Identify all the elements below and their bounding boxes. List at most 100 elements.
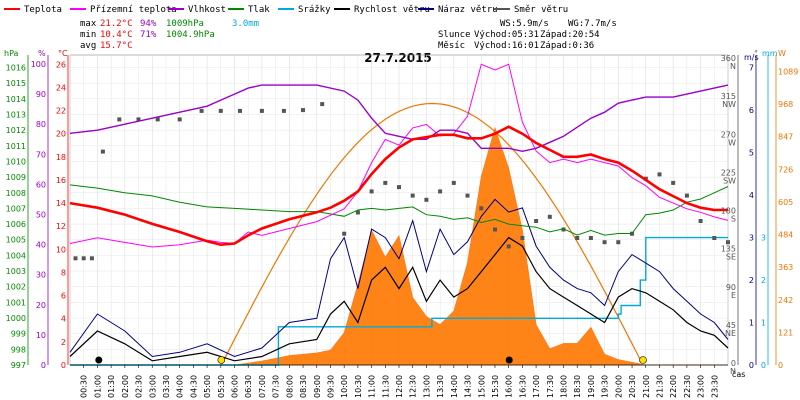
pressure-axis-tick: 1000 <box>6 314 26 323</box>
wind-direction-point <box>259 108 264 113</box>
humidity-axis-tick: 70 <box>36 150 46 159</box>
humidity-axis-tick: 30 <box>36 271 46 280</box>
avg-label: avg <box>80 41 96 51</box>
wind-direction-point <box>712 236 717 240</box>
wind-direction-point <box>177 117 182 122</box>
sun-elevation-curve <box>220 102 642 366</box>
wind-direction-point <box>100 149 105 154</box>
series-wind-gust <box>69 198 729 358</box>
legend-label-3: Tlak <box>248 5 270 15</box>
wind-direction-point <box>726 240 730 245</box>
wind-direction-point <box>534 219 539 223</box>
rain-axis-tick: 2 <box>761 276 766 285</box>
moonrise-marker <box>505 356 513 364</box>
pressure-axis-tick: 1015 <box>6 79 26 88</box>
wind-axis-tick: 6 <box>749 106 754 115</box>
wind-direction-point <box>684 193 689 198</box>
humidity-axis-tick: 80 <box>36 120 46 129</box>
wind-direction-point <box>616 240 621 245</box>
pressure-axis-tick: 998 <box>11 345 26 354</box>
pressure-axis-tick: 1013 <box>6 110 26 119</box>
direction-axis-tick: 135 <box>721 245 736 254</box>
sunset-marker <box>639 356 647 364</box>
avg-temp: 15.7°C <box>100 41 133 51</box>
pressure-axis-tick: 1016 <box>6 64 26 73</box>
wind-axis-tick: 3 <box>749 234 754 243</box>
legend-label-7: Směr větru <box>514 5 568 15</box>
wind-axis-tick: 2 <box>749 276 754 285</box>
time-tick-label: 16:00 <box>505 375 514 398</box>
unit-headers: hPa % °C ° m/s mm W čas <box>4 49 786 379</box>
series-rain <box>70 236 728 366</box>
pressure-axis-tick: 1006 <box>6 220 26 229</box>
direction-axis-tick: 0 <box>731 359 736 368</box>
solar-axis-tick: 726 <box>778 165 793 174</box>
solar-axis-tick: 0 <box>778 361 783 370</box>
wind-direction-point <box>575 236 580 240</box>
wind-direction-point <box>136 117 141 122</box>
temperature-axis-tick: 24 <box>56 83 66 92</box>
legend: Teplota Přízemní teplota Vlhkost Tlak Srážky… <box>4 5 568 15</box>
time-tick-label: 05:30 <box>217 375 226 398</box>
temperature-axis-tick: 18 <box>56 153 66 162</box>
solar-axis-tick: 121 <box>778 328 793 337</box>
sunrise: Východ:05:31 <box>474 30 539 40</box>
time-tick-label: 23:30 <box>710 375 719 398</box>
time-tick-label: 23:00 <box>697 375 706 398</box>
time-tick-label: 16:30 <box>518 375 527 398</box>
time-tick-label: 09:00 <box>313 375 322 398</box>
wind-direction-point <box>281 108 286 113</box>
wind-axis-tick: 1 <box>749 319 754 328</box>
wind-direction-point <box>218 108 223 113</box>
temperature-axis-tick: 20 <box>56 130 66 139</box>
min-hum: 71% <box>140 30 157 40</box>
legend-label-1: Přízemní teplota <box>90 5 177 15</box>
legend-label-6: Náraz větru <box>438 5 498 15</box>
wind-direction-point <box>438 189 443 194</box>
time-tick-label: 20:30 <box>628 375 637 398</box>
time-tick-label: 11:00 <box>368 375 377 398</box>
wind-direction-point <box>451 180 456 185</box>
time-tick-label: 02:00 <box>121 375 130 398</box>
unit-w: W <box>778 49 786 58</box>
wind-direction-point <box>547 214 552 219</box>
max-hum: 94% <box>140 19 157 29</box>
wind-direction-point <box>238 108 242 113</box>
solar-axis-tick: 242 <box>778 296 793 305</box>
pressure-axis-tick: 1012 <box>6 126 26 135</box>
time-tick-label: 08:00 <box>285 375 294 398</box>
solar-area <box>70 126 728 366</box>
direction-axis-tick: 180 <box>721 207 736 216</box>
solar-axis-tick: 847 <box>778 133 793 142</box>
chart-title: 27.7.2015 <box>364 51 432 65</box>
unit-hpa: hPa <box>4 49 19 58</box>
direction-axis-tick: 45 <box>726 321 736 330</box>
pressure-axis-tick: 1004 <box>6 251 26 260</box>
wind-direction-point <box>561 227 566 232</box>
wind-direction-point <box>383 180 388 185</box>
series-temperature <box>69 125 728 247</box>
wind-direction-point <box>410 193 415 198</box>
sun-label: Slunce <box>438 30 471 40</box>
temperature-axis-tick: 14 <box>56 199 66 208</box>
direction-axis-tick: 360 <box>721 54 736 63</box>
wind-info-block: WS:5.9m/s WG:7.7m/s Slunce Východ:05:31 … <box>438 19 617 51</box>
time-tick-label: 01:00 <box>93 375 102 398</box>
time-tick-label: 04:00 <box>176 375 185 398</box>
direction-axis-label: W <box>728 138 736 147</box>
temperature-axis-tick: 0 <box>61 361 66 370</box>
stats-block: max 21.2°C 94% 1009hPa 3.0mm min 10.4°C … <box>80 19 259 51</box>
time-tick-label: 12:30 <box>409 375 418 398</box>
humidity-axis-tick: 90 <box>36 90 46 99</box>
legend-label-0: Teplota <box>24 5 62 15</box>
temperature-axis-tick: 8 <box>61 268 66 277</box>
direction-axis-label: N <box>730 367 736 376</box>
wind-direction-point <box>397 185 401 190</box>
moon-label: Měsíc <box>438 41 465 51</box>
unit-mms: m/s <box>744 53 759 62</box>
time-tick-label: 09:30 <box>326 375 335 398</box>
series-pressure <box>69 184 729 236</box>
time-tick-label: 19:00 <box>587 375 596 398</box>
wind-direction-point <box>342 231 347 236</box>
time-tick-label: 01:30 <box>107 375 116 398</box>
